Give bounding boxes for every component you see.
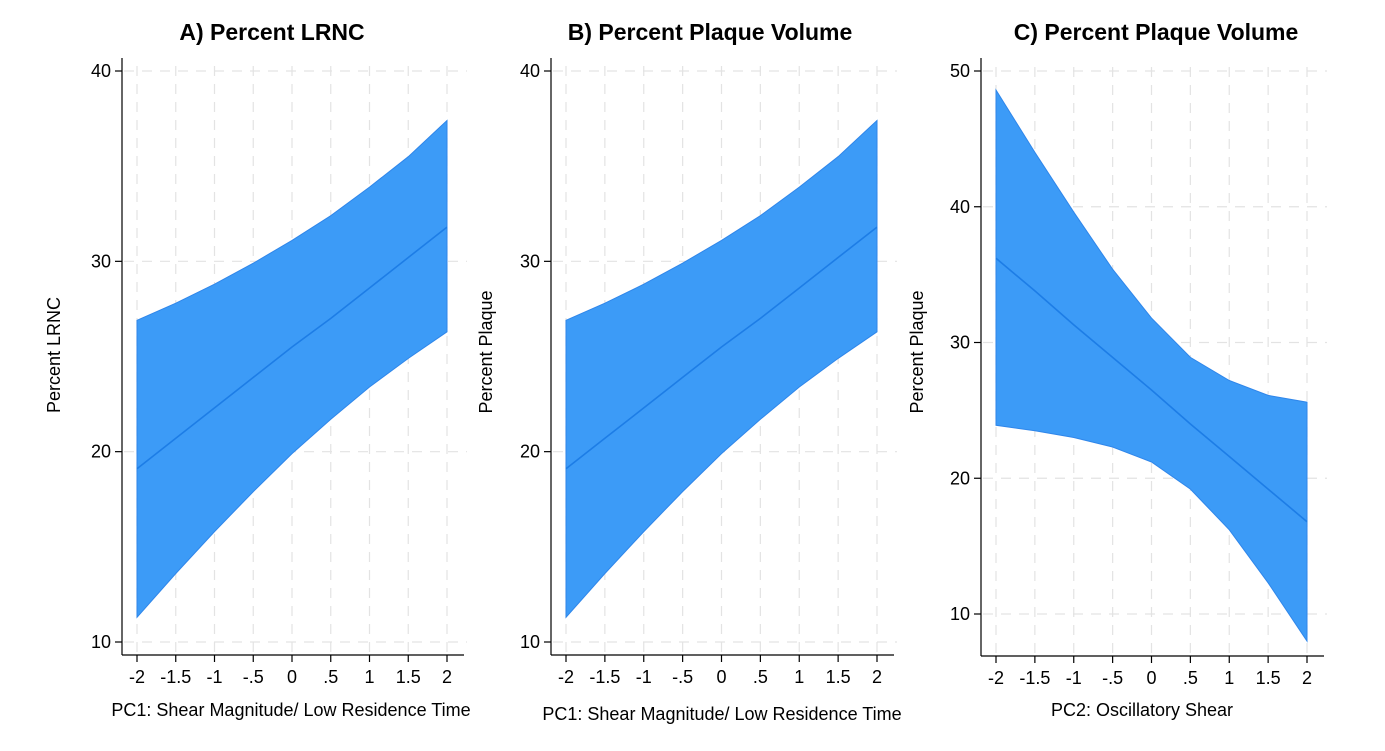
- chart-title: B) Percent Plaque Volume: [568, 19, 853, 45]
- y-tick-label: 40: [520, 61, 540, 81]
- x-tick-label: -1: [206, 667, 222, 687]
- x-tick-label: -1.5: [160, 667, 191, 687]
- x-tick-label: 0: [1146, 668, 1156, 688]
- x-axis-label: PC2: Oscillatory Shear: [1051, 700, 1233, 720]
- x-tick-label: 1.5: [826, 667, 851, 687]
- x-tick-label: -2: [988, 668, 1004, 688]
- y-tick-label: 10: [520, 632, 540, 652]
- x-tick-label: 2: [872, 667, 882, 687]
- x-tick-label: 1: [1224, 668, 1234, 688]
- y-tick-label: 20: [950, 468, 970, 488]
- x-tick-label: 1.5: [396, 667, 421, 687]
- x-tick-label: 2: [442, 667, 452, 687]
- x-tick-label: -.5: [1102, 668, 1123, 688]
- x-tick-label: 0: [716, 667, 726, 687]
- x-tick-label: 2: [1302, 668, 1312, 688]
- x-tick-label: 1: [364, 667, 374, 687]
- y-tick-label: 20: [520, 442, 540, 462]
- y-tick-label: 40: [950, 197, 970, 217]
- x-tick-label: -.5: [243, 667, 264, 687]
- x-axis-label: PC1: Shear Magnitude/ Low Residence Time: [542, 704, 901, 724]
- confidence-band: [565, 119, 878, 619]
- confidence-band: [136, 119, 448, 619]
- y-axis-label: Percent Plaque: [476, 290, 496, 413]
- x-tick-label: -2: [129, 667, 145, 687]
- x-tick-label: -1: [1066, 668, 1082, 688]
- y-tick-label: 10: [91, 632, 111, 652]
- x-tick-label: .5: [753, 667, 768, 687]
- y-tick-label: 30: [520, 251, 540, 271]
- y-tick-label: 30: [950, 333, 970, 353]
- fitted-line: [995, 257, 1308, 523]
- y-axis-label: Percent LRNC: [44, 297, 64, 413]
- x-tick-label: -2: [558, 667, 574, 687]
- x-tick-label: 1.5: [1256, 668, 1281, 688]
- x-tick-label: -.5: [672, 667, 693, 687]
- chart-title: C) Percent Plaque Volume: [1014, 19, 1299, 45]
- x-tick-label: -1.5: [1019, 668, 1050, 688]
- confidence-band: [995, 88, 1308, 643]
- y-tick-label: 20: [91, 442, 111, 462]
- panel-c: 10 20 30 40 50 -2 -1.5 -1 -.5 0 .5 1 1.5 2 C) Percent …: [907, 19, 1327, 720]
- chart-title: A) Percent LRNC: [179, 19, 364, 45]
- y-tick-label: 40: [91, 61, 111, 81]
- y-tick-label: 30: [91, 251, 111, 271]
- fitted-line: [565, 226, 878, 470]
- x-tick-label: -1: [636, 667, 652, 687]
- fitted-line: [136, 226, 448, 470]
- y-axis-label: Percent Plaque: [907, 290, 927, 413]
- x-tick-label: -1.5: [589, 667, 620, 687]
- x-tick-label: .5: [323, 667, 338, 687]
- x-tick-label: .5: [1183, 668, 1198, 688]
- x-tick-label: 0: [287, 667, 297, 687]
- y-tick-label: 10: [950, 604, 970, 624]
- panel-a: 10 20 30 40 -2 -1.5 -1 -.5 0 .5 1 1.5 2 A) Percent LR…: [44, 19, 471, 720]
- x-axis-label: PC1: Shear Magnitude/ Low Residence Time: [111, 700, 470, 720]
- y-tick-label: 50: [950, 61, 970, 81]
- x-tick-label: 1: [794, 667, 804, 687]
- panel-b: 10 20 30 40 -2 -1.5 -1 -.5 0 .5 1 1.5 2 B) Percent Pl…: [476, 19, 902, 724]
